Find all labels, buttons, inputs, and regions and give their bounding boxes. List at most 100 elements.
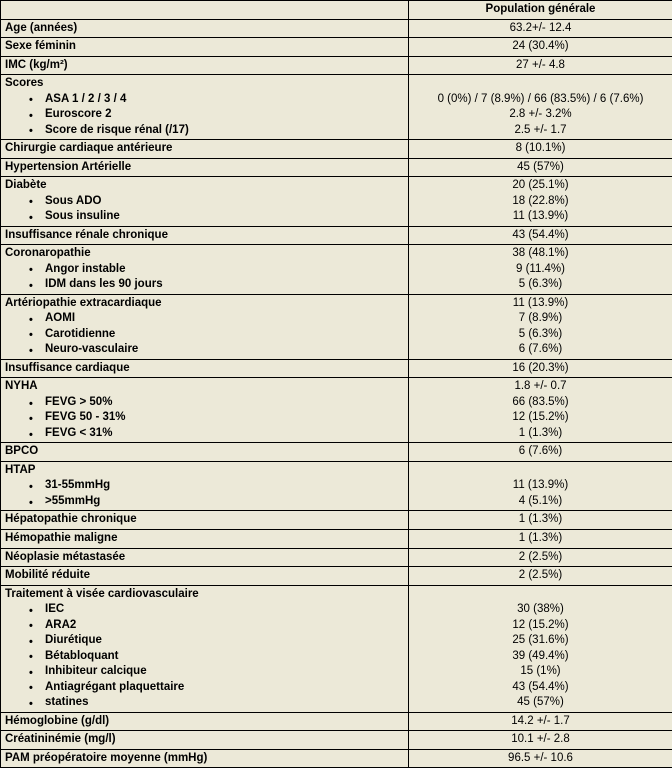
sub-label-text: ARA2 <box>45 619 76 631</box>
value-text: 4 (5.1%) <box>413 494 668 510</box>
bullet-icon: • <box>29 397 33 412</box>
bullet-icon: • <box>29 681 33 696</box>
table-row: Hépatopathie chronique1 (1.3%) <box>1 511 672 530</box>
sub-label: •>55mmHg <box>5 494 404 510</box>
value-text: 38 (48.1%) <box>413 246 668 262</box>
row-value: 6 (7.6%) <box>409 443 672 462</box>
main-label: Diabète <box>5 178 404 194</box>
value-text: 20 (25.1%) <box>413 178 668 194</box>
main-label: Insuffisance rénale chronique <box>5 228 404 244</box>
row-value: 96.5 +/- 10.6 <box>409 749 672 768</box>
sub-label-text: Score de risque rénal (/17) <box>45 124 189 136</box>
table-body: Age (années)63.2+/- 12.4Sexe féminin24 (… <box>1 19 672 768</box>
table-row: HTAP•31-55mmHg•>55mmHg 11 (13.9%)4 (5.1%… <box>1 461 672 511</box>
value-text: 0 (0%) / 7 (8.9%) / 66 (83.5%) / 6 (7.6%… <box>413 92 668 108</box>
table-row: Insuffisance rénale chronique 43 (54.4%) <box>1 226 672 245</box>
value-text: 45 (57%) <box>413 695 668 711</box>
row-value: 43 (54.4%) <box>409 226 672 245</box>
table-row: Traitement à visée cardiovasculaire•IEC•… <box>1 585 672 712</box>
value-text: 96.5 +/- 10.6 <box>413 751 668 767</box>
table-row: Coronaropathie•Angor instable•IDM dans l… <box>1 245 672 295</box>
row-label: Traitement à visée cardiovasculaire•IEC•… <box>1 585 409 712</box>
main-label: Artériopathie extracardiaque <box>5 296 404 312</box>
value-text: 2 (2.5%) <box>413 568 668 584</box>
sub-label: •Bétabloquant <box>5 649 404 665</box>
row-label: IMC (kg/m²) <box>1 56 409 75</box>
row-label: Sexe féminin <box>1 38 409 57</box>
sub-label-text: Carotidienne <box>45 328 115 340</box>
main-label: Insuffisance cardiaque <box>5 361 404 377</box>
row-label: Créatininémie (mg/l) <box>1 731 409 750</box>
row-value: 11 (13.9%)4 (5.1%) <box>409 461 672 511</box>
bullet-icon: • <box>29 124 33 139</box>
value-text: 14.2 +/- 1.7 <box>413 714 668 730</box>
value-text: 11 (13.9%) <box>413 209 668 225</box>
sub-label: •FEVG < 31% <box>5 426 404 442</box>
row-label: BPCO <box>1 443 409 462</box>
table-row: Insuffisance cardiaque 16 (20.3%) <box>1 359 672 378</box>
value-text: 11 (13.9%) <box>413 296 668 312</box>
sub-label-text: FEVG > 50% <box>45 396 112 408</box>
bullet-icon: • <box>29 279 33 294</box>
sub-label-text: FEVG 50 - 31% <box>45 411 126 423</box>
value-text: 6 (7.6%) <box>413 342 668 358</box>
main-label: Néoplasie métastasée <box>5 550 404 566</box>
table-row: Hémoglobine (g/dl) 14.2 +/- 1.7 <box>1 712 672 731</box>
value-text: 16 (20.3%) <box>413 361 668 377</box>
sub-label-text: >55mmHg <box>45 495 100 507</box>
clinical-characteristics-table: Population générale Age (années)63.2+/- … <box>0 0 672 768</box>
sub-label: •statines <box>5 695 404 711</box>
row-value: 30 (38%)12 (15.2%)25 (31.6%)39 (49.4%)15… <box>409 585 672 712</box>
header-label-col <box>1 1 409 20</box>
table-row: Chirurgie cardiaque antérieure 8 (10.1%) <box>1 140 672 159</box>
table-row: Age (années)63.2+/- 12.4 <box>1 19 672 38</box>
main-label: Hépatopathie chronique <box>5 512 404 528</box>
table-row: Sexe féminin24 (30.4%) <box>1 38 672 57</box>
value-text: 8 (10.1%) <box>413 141 668 157</box>
sub-label: •Diurétique <box>5 633 404 649</box>
row-value: 1.8 +/- 0.766 (83.5%)12 (15.2%)1 (1.3%) <box>409 378 672 443</box>
main-label: Chirurgie cardiaque antérieure <box>5 141 404 157</box>
main-label: Hémoglobine (g/dl) <box>5 714 404 730</box>
value-text: 1.8 +/- 0.7 <box>413 379 668 395</box>
table-row: Scores•ASA 1 / 2 / 3 / 4•Euroscore 2•Sco… <box>1 75 672 140</box>
main-label: Traitement à visée cardiovasculaire <box>5 587 404 603</box>
row-label: Scores•ASA 1 / 2 / 3 / 4•Euroscore 2•Sco… <box>1 75 409 140</box>
sub-label: •Carotidienne <box>5 327 404 343</box>
sub-label: •Angor instable <box>5 262 404 278</box>
header-value-col: Population générale <box>409 1 672 20</box>
bullet-icon: • <box>29 604 33 619</box>
value-text: 45 (57%) <box>413 160 668 176</box>
row-label: Diabète•Sous ADO•Sous insuline <box>1 177 409 227</box>
sub-label-text: Antiagrégant plaquettaire <box>45 681 184 693</box>
main-label: BPCO <box>5 444 404 460</box>
sub-label-text: AOMI <box>45 312 75 324</box>
sub-label: •Neuro-vasculaire <box>5 342 404 358</box>
row-value: 38 (48.1%)9 (11.4%)5 (6.3%) <box>409 245 672 295</box>
sub-label-text: Bétabloquant <box>45 650 118 662</box>
value-text: 2.5 +/- 1.7 <box>413 123 668 139</box>
value-text: 63.2+/- 12.4 <box>413 21 668 37</box>
bullet-icon: • <box>29 635 33 650</box>
row-value: 2 (2.5%) <box>409 567 672 586</box>
row-value: 14.2 +/- 1.7 <box>409 712 672 731</box>
sub-label-text: Inhibiteur calcique <box>45 665 147 677</box>
row-value: 63.2+/- 12.4 <box>409 19 672 38</box>
value-text: 39 (49.4%) <box>413 649 668 665</box>
table-row: Hypertension Artérielle45 (57%) <box>1 158 672 177</box>
value-text: 66 (83.5%) <box>413 395 668 411</box>
sub-label: •Euroscore 2 <box>5 107 404 123</box>
sub-label: •ASA 1 / 2 / 3 / 4 <box>5 92 404 108</box>
sub-label: • Antiagrégant plaquettaire <box>5 680 404 696</box>
sub-label-text: Sous ADO <box>45 195 101 207</box>
row-label: Néoplasie métastasée <box>1 548 409 567</box>
value-text: 1 (1.3%) <box>413 531 668 547</box>
sub-label-text: statines <box>45 696 88 708</box>
value-text: 18 (22.8%) <box>413 194 668 210</box>
row-value: 16 (20.3%) <box>409 359 672 378</box>
value-text <box>413 76 668 92</box>
sub-label-text: Angor instable <box>45 263 126 275</box>
value-text: 12 (15.2%) <box>413 618 668 634</box>
sub-label: •FEVG 50 - 31% <box>5 410 404 426</box>
value-text: 5 (6.3%) <box>413 327 668 343</box>
